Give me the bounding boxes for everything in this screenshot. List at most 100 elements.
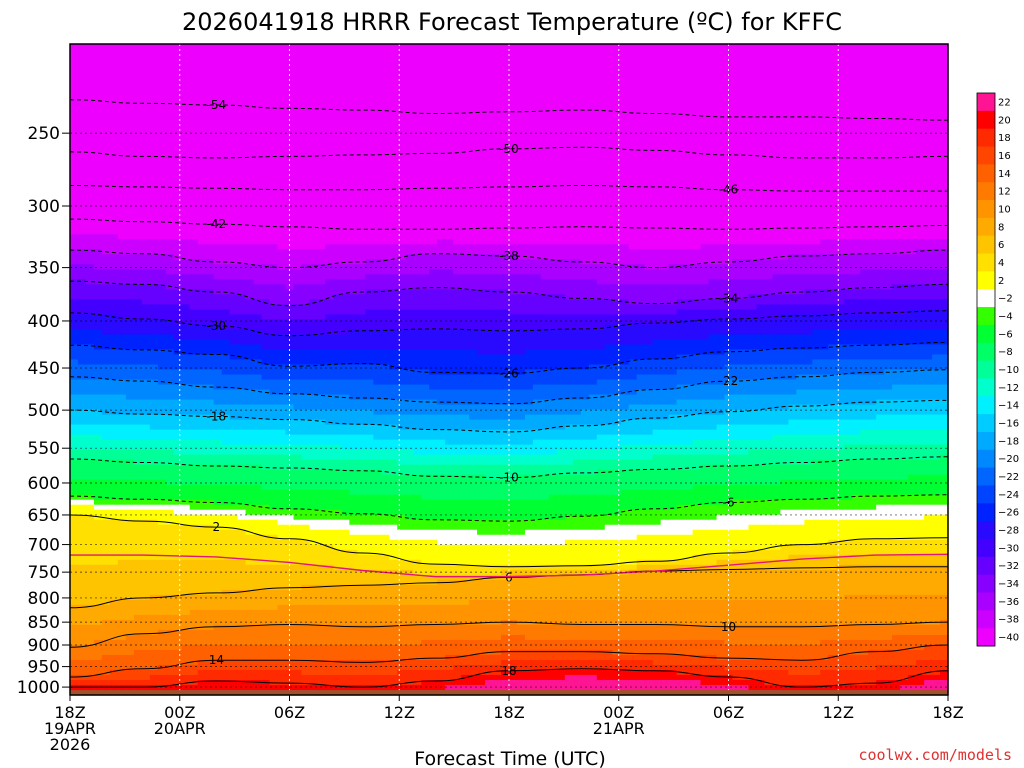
field-cell <box>149 599 159 606</box>
field-cell <box>349 594 358 601</box>
field-cell <box>341 469 350 476</box>
field-cell <box>213 94 223 100</box>
field-cell <box>70 509 79 516</box>
field-cell <box>165 134 175 140</box>
field-cell <box>181 194 191 200</box>
field-cell <box>197 79 207 85</box>
field-cell <box>141 124 151 130</box>
field-cell <box>165 164 175 170</box>
field-cell <box>205 109 215 115</box>
field-cell <box>189 629 199 636</box>
field-cell <box>85 564 95 571</box>
field-cell <box>317 519 327 526</box>
field-cell <box>213 404 223 411</box>
field-cell <box>77 199 87 205</box>
field-cell <box>301 104 311 110</box>
field-cell <box>173 574 183 581</box>
field-cell <box>189 614 199 621</box>
field-cell <box>269 144 279 150</box>
field-cell <box>285 384 295 391</box>
field-cell <box>325 394 334 401</box>
field-cell <box>109 399 119 406</box>
field-cell <box>325 269 334 275</box>
field-cell <box>309 384 319 391</box>
field-cell <box>365 524 374 531</box>
field-cell <box>333 229 342 235</box>
field-cell <box>125 179 135 185</box>
field-cell <box>189 344 199 351</box>
field-cell <box>141 614 151 621</box>
field-cell <box>221 549 231 556</box>
field-cell <box>213 419 223 426</box>
field-cell <box>261 444 271 451</box>
field-cell <box>277 489 287 496</box>
field-cell <box>221 199 231 205</box>
field-cell <box>333 64 342 70</box>
field-cell <box>109 49 119 55</box>
field-cell <box>357 464 366 471</box>
field-cell <box>349 374 358 381</box>
field-cell <box>77 344 87 351</box>
field-cell <box>285 159 295 165</box>
field-cell <box>301 404 311 411</box>
field-cell <box>165 129 175 135</box>
field-cell <box>245 419 255 426</box>
field-cell <box>101 69 111 75</box>
field-cell <box>117 334 127 341</box>
field-cell <box>85 224 95 230</box>
field-cell <box>277 599 287 606</box>
field-cell <box>301 239 311 245</box>
field-cell <box>269 539 279 546</box>
field-cell <box>181 529 191 536</box>
field-cell <box>85 679 95 686</box>
field-cell <box>301 99 311 105</box>
field-cell <box>173 429 183 436</box>
field-cell <box>70 294 79 300</box>
field-cell <box>245 534 255 541</box>
field-cell <box>229 199 239 205</box>
field-cell <box>245 319 255 326</box>
field-cell <box>173 584 183 591</box>
field-cell <box>357 554 366 561</box>
field-cell <box>165 684 175 691</box>
field-cell <box>165 224 175 230</box>
field-cell <box>189 534 199 541</box>
field-cell <box>317 269 327 275</box>
field-cell <box>93 569 103 576</box>
field-cell <box>125 234 135 240</box>
field-cell <box>229 99 239 105</box>
field-cell <box>125 554 135 561</box>
field-cell <box>117 499 127 506</box>
field-cell <box>277 554 287 561</box>
field-cell <box>165 74 175 80</box>
field-cell <box>181 444 191 451</box>
field-cell <box>333 319 342 326</box>
field-cell <box>373 199 382 205</box>
field-cell <box>277 124 287 130</box>
field-cell <box>117 284 127 290</box>
field-cell <box>77 524 87 531</box>
field-cell <box>133 339 143 346</box>
field-cell <box>125 529 135 536</box>
field-cell <box>333 134 342 140</box>
field-cell <box>165 304 175 311</box>
field-cell <box>117 494 127 501</box>
field-cell <box>165 589 175 596</box>
field-cell <box>333 179 342 185</box>
field-cell <box>301 284 311 290</box>
field-cell <box>325 559 334 566</box>
field-cell <box>325 224 334 230</box>
field-cell <box>70 579 79 586</box>
field-cell <box>293 304 303 311</box>
field-cell <box>181 534 191 541</box>
field-cell <box>189 324 199 331</box>
field-cell <box>213 204 223 210</box>
field-cell <box>221 334 231 341</box>
field-cell <box>293 369 303 376</box>
field-cell <box>70 94 79 100</box>
field-cell <box>237 304 247 311</box>
field-cell <box>301 364 311 371</box>
field-cell <box>117 194 127 200</box>
field-cell <box>101 399 111 406</box>
field-cell <box>333 429 342 436</box>
